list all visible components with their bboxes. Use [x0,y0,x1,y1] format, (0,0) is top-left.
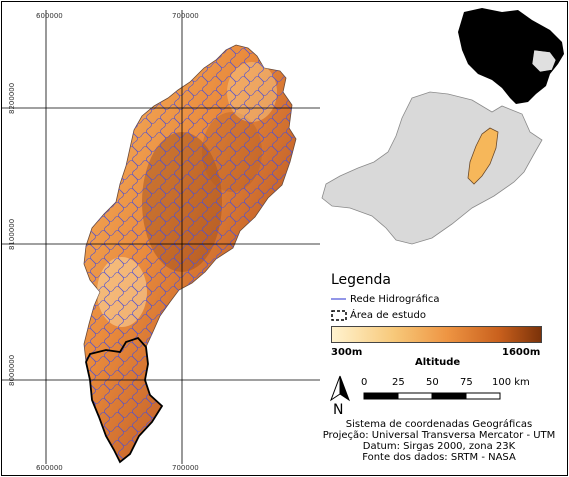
brazil-inset-map [458,8,564,104]
scale-bar [363,392,501,400]
altitude-label: Altitude [415,357,461,368]
altitude-max-label: 1600m [502,347,541,358]
coord-bottom-600000: 600000 [36,464,63,472]
study-area-outline [85,336,164,464]
scale-tick-label: 25 [392,377,405,388]
credits-line: Projeção: Universal Transversa Mercator … [322,430,556,441]
coord-left-8200000: 8200000 [8,82,16,114]
map-credits: Sistema de coordenadas Geográficas Proje… [314,419,564,463]
scale-tick-label: 75 [460,377,473,388]
credits-line: Datum: Sirgas 2000, zona 23K [362,441,516,452]
north-label: N [333,402,344,418]
minas-gerais-state-map [321,91,543,245]
scale-tick-label: 100 km [492,377,530,388]
north-arrow-icon [329,375,351,402]
credits-line: Fonte dos dados: SRTM - NASA [362,452,516,463]
coord-bottom-700000: 700000 [172,464,199,472]
legend-study-area-label: Área de estudo [350,310,426,321]
coord-top-700000: 700000 [172,12,199,20]
study-region-highlight [467,127,499,185]
study-area-legend-symbol [331,310,347,321]
scale-tick-label: 0 [361,377,368,388]
altitude-min-label: 300m [331,347,363,358]
coord-left-8000000: 8000000 [8,354,16,386]
coord-left-8100000: 8100000 [8,218,16,250]
legend-rivers-label: Rede Hidrográfica [350,294,440,305]
watershed-basin [83,44,297,463]
coord-top-600000: 600000 [36,12,63,20]
graticule [2,10,320,464]
altitude-color-ramp [331,326,542,343]
legend-title: Legenda [331,272,392,288]
scale-tick-label: 50 [426,377,439,388]
credits-line: Sistema de coordenadas Geográficas [345,419,533,430]
